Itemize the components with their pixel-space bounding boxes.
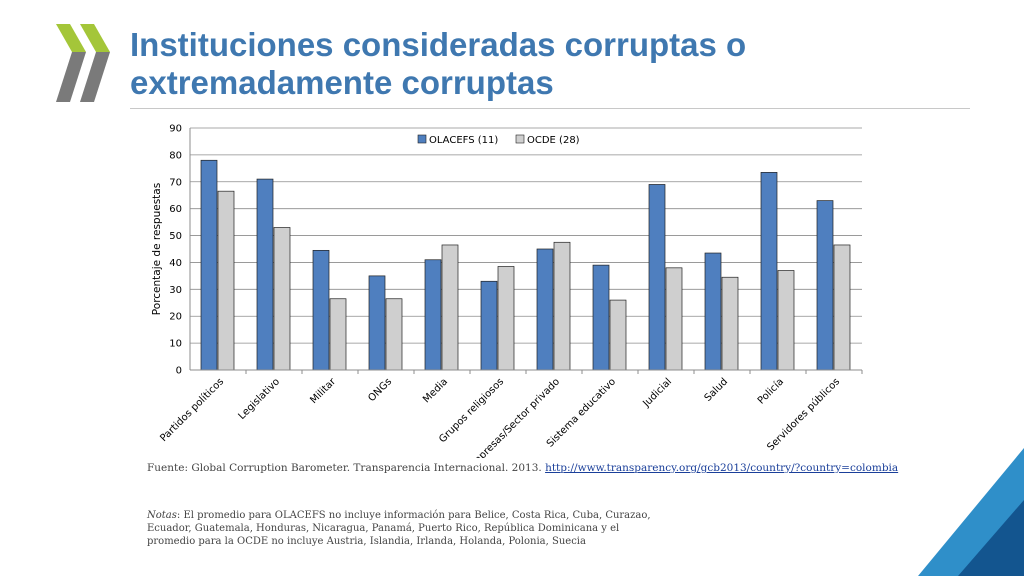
legend-swatch [417,134,427,144]
corner-decoration [918,448,1024,576]
notes: Notas: El promedio para OLACEFS no inclu… [147,509,667,548]
bar-olacefs [424,259,442,371]
legend-swatch [515,134,525,144]
source-link[interactable]: http://www.transparency.org/gcb2013/coun… [545,462,899,474]
y-tick-label: 10 [169,339,182,350]
x-tick-label: Partidos políticos [158,376,227,445]
double-chevron-icon [56,24,110,102]
y-tick-label: 80 [169,150,182,161]
y-tick-label: 40 [169,258,182,269]
bar-ocde [777,270,795,371]
bar-ocde [385,298,403,371]
bar-ocde [553,241,571,371]
slide-title: Instituciones consideradas corruptas o e… [130,26,747,101]
bar-olacefs [592,264,610,371]
bars [200,159,851,371]
bar-olacefs [312,249,330,371]
bar-ocde [329,298,347,371]
notes-text: : El promedio para OLACEFS no incluye in… [147,510,651,547]
legend-label: OLACEFS (11) [429,135,498,146]
x-tick-label: Militar [308,376,338,406]
y-tick-label: 60 [169,204,182,215]
source-citation: Fuente: Global Corruption Barometer. Tra… [147,462,947,474]
legend-label: OCDE (28) [527,135,580,146]
bar-ocde [217,190,235,371]
x-tick-label: Judicial [640,376,674,410]
chevron-left-dark [56,52,86,102]
y-axis-label: Porcentaje de respuestas [151,183,163,315]
x-tick-label: Policía [755,376,786,407]
bar-olacefs [704,252,722,371]
notes-label: Notas [147,510,177,521]
gridlines [190,127,862,344]
y-tick-label: 20 [169,312,182,323]
bar-olacefs [368,275,386,371]
chevron-left-light [56,24,86,52]
bar-ocde [721,276,739,371]
bar-olacefs [200,159,218,371]
bar-olacefs [480,280,498,371]
source-text: Fuente: Global Corruption Barometer. Tra… [147,462,546,474]
bar-olacefs [648,184,666,371]
bar-ocde [665,267,683,371]
chevron-right-light [80,24,110,52]
bar-ocde [273,227,291,371]
bar-olacefs [760,172,778,371]
x-tick-label: Media [421,376,450,405]
bar-olacefs [256,178,274,371]
bar-olacefs [816,200,834,371]
corner-triangle-dark [958,500,1024,576]
y-tick-label: 70 [169,177,182,188]
bar-olacefs [536,248,554,371]
y-tick-label: 0 [176,366,182,377]
x-tick-label: ONGs [366,376,394,404]
y-tick-label: 50 [169,231,182,242]
legend: OLACEFS (11) OCDE (28) [417,134,580,146]
bar-ocde [833,244,851,371]
bar-ocde [441,244,459,371]
y-tick-label: 90 [169,124,182,135]
bar-chart: 0 10 20 30 40 50 60 70 80 90 Partidos políticos Leg… [151,124,863,458]
x-tick-label: Legislativo [236,376,282,422]
y-tick-label: 30 [169,285,182,296]
bar-ocde [497,266,515,371]
x-tick-label: Salud [703,376,731,404]
title-divider [130,108,970,109]
chevron-right-dark [80,52,110,102]
axes [189,128,863,374]
bar-ocde [609,299,627,371]
